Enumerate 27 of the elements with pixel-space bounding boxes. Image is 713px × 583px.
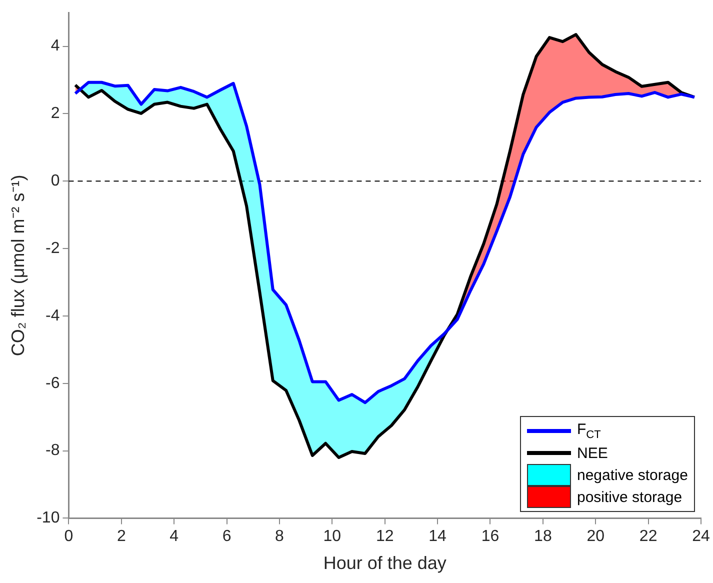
y-tick-label: -6: [45, 374, 60, 392]
x-tick-label: 6: [222, 528, 232, 546]
x-tick-label: 22: [639, 528, 658, 546]
x-tick-label: 12: [376, 528, 394, 546]
legend-label: NEE: [577, 444, 608, 462]
x-tick-label: 24: [692, 528, 710, 546]
legend-label: positive storage: [577, 488, 682, 506]
x-tick-label: 10: [323, 528, 342, 546]
legend-label: F$_{CT}$: [577, 421, 601, 442]
y-tick-label: 0: [50, 172, 60, 190]
y-tick-label: -8: [45, 442, 60, 460]
legend-label: negative storage: [577, 466, 688, 484]
y-tick-label: 2: [50, 105, 60, 122]
x-tick-label: 16: [481, 528, 500, 546]
y-tick-label: -2: [45, 240, 60, 257]
x-tick-label: 4: [170, 528, 179, 546]
y-tick-label: -4: [45, 307, 60, 324]
y-axis-title: CO₂ flux (μmol m⁻² s⁻¹): [8, 174, 28, 356]
y-tick-label: 4: [50, 38, 60, 55]
x-tick-label: 0: [64, 528, 74, 546]
x-tick-label: 20: [586, 528, 605, 546]
x-tick-label: 8: [275, 528, 284, 546]
x-tick-label: 2: [116, 528, 126, 546]
x-axis-title: Hour of the day: [323, 553, 446, 574]
x-tick-label: 14: [428, 528, 447, 546]
x-tick-label: 18: [534, 528, 552, 546]
y-tick-label: -10: [36, 510, 60, 527]
